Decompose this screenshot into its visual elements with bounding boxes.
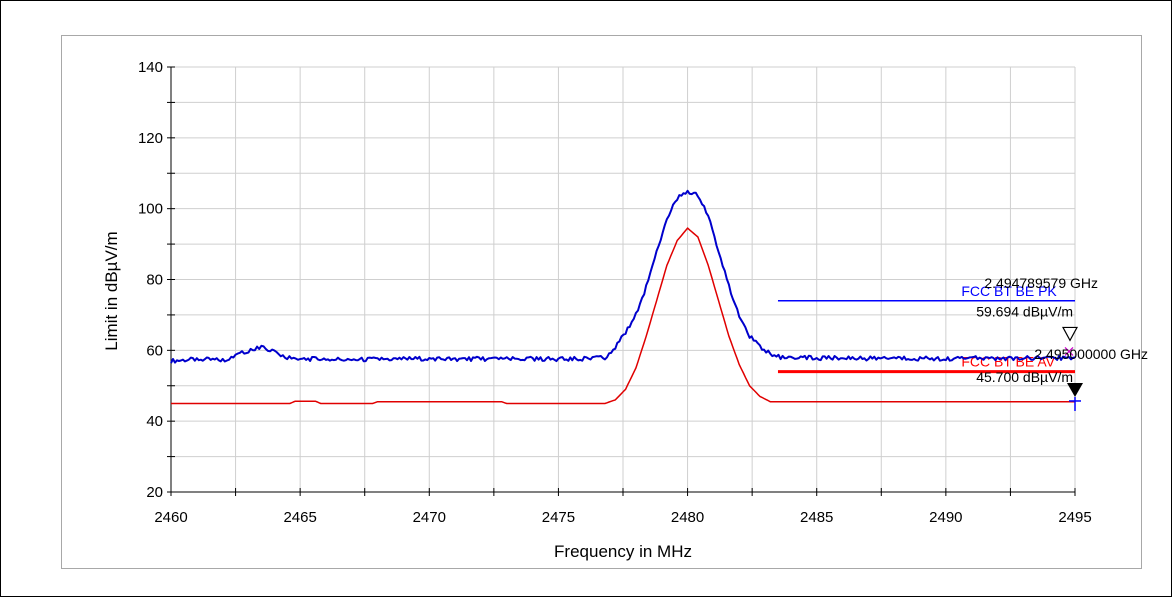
series-lines — [170, 189, 1076, 405]
chart-panel — [61, 35, 1142, 569]
tick-labels: 20 40 60 80 100 120 140 2460 2465 2470 2475 2480 248… — [138, 59, 1092, 526]
marker-1-icon — [1061, 326, 1079, 342]
x-tick-label: 2465 — [283, 509, 316, 526]
x-tick-label: 2480 — [671, 509, 704, 526]
marker-1-level: 59.694 dBµV/m — [976, 303, 1073, 319]
y-tick-label: 20 — [146, 484, 163, 501]
grid — [170, 66, 1076, 493]
x-tick-label: 2490 — [929, 509, 962, 526]
pk_limit-label: FCC BT BE PK — [961, 283, 1057, 299]
y-tick-label: 80 — [146, 272, 163, 289]
av-trace — [171, 227, 1075, 405]
marker-1-frequency: 2.494789579 GHz — [984, 275, 1098, 291]
pk-trace — [170, 189, 1076, 364]
marker-2-icon — [1067, 382, 1083, 397]
x-axis-title: Frequency in MHz — [554, 542, 692, 561]
x-tick-label: 2460 — [154, 509, 187, 526]
markers: 2.494789579 GHz 59.694 dBµV/m 2.495000000 … — [976, 275, 1148, 411]
y-tick-label: 100 — [138, 201, 163, 218]
y-tick-label: 40 — [146, 413, 163, 430]
y-tick-label: 60 — [146, 342, 163, 359]
y-axis-title: Limit in dBµV/m — [102, 231, 121, 350]
x-tick-label: 2495 — [1058, 509, 1091, 526]
y-tick-label: 140 — [138, 59, 163, 76]
marker-2-level: 45.700 dBµV/m — [976, 369, 1073, 385]
x-tick-label: 2475 — [542, 509, 575, 526]
marker-1-cross-b — [1064, 346, 1074, 356]
x-tick-label: 2485 — [800, 509, 833, 526]
marker-2-frequency: 2.495000000 GHz — [1034, 346, 1148, 362]
y-tick-label: 120 — [138, 130, 163, 147]
axes — [167, 66, 1076, 496]
x-tick-label: 2470 — [413, 509, 446, 526]
